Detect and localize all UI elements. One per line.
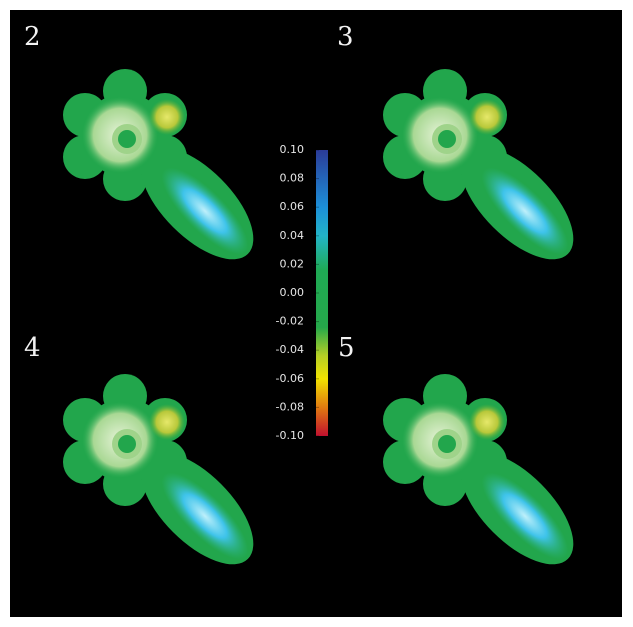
colorbar-tick-label: 0.04 xyxy=(280,229,305,242)
colorbar-tick-label: 0.02 xyxy=(280,257,305,270)
panel-label: 2 xyxy=(24,22,41,52)
page: 2 3 4 5 0.10 0.08 0.06 0.04 0.02 0.00 -0.02 -0.… xyxy=(0,0,633,627)
colorbar-tick-label: -0.08 xyxy=(276,400,304,413)
colorbar-tick-label: 0.08 xyxy=(280,172,305,185)
colorbar-tick-label: -0.02 xyxy=(276,315,304,328)
colorbar-tick-label: -0.04 xyxy=(276,343,304,356)
colorbar-tick-label: 0.06 xyxy=(280,200,305,213)
panel-label: 5 xyxy=(338,333,355,363)
panel-label: 3 xyxy=(337,22,354,52)
colorbar-tick-label: -0.10 xyxy=(276,429,304,442)
colorbar-tick-label: -0.06 xyxy=(276,372,304,385)
figure: 2 3 4 5 0.10 0.08 0.06 0.04 0.02 0.00 -0.02 -0.… xyxy=(0,0,633,627)
panel-label: 4 xyxy=(24,333,41,363)
colorbar-tick-label: 0.10 xyxy=(280,143,305,156)
colorbar-tick-label: 0.00 xyxy=(280,286,305,299)
